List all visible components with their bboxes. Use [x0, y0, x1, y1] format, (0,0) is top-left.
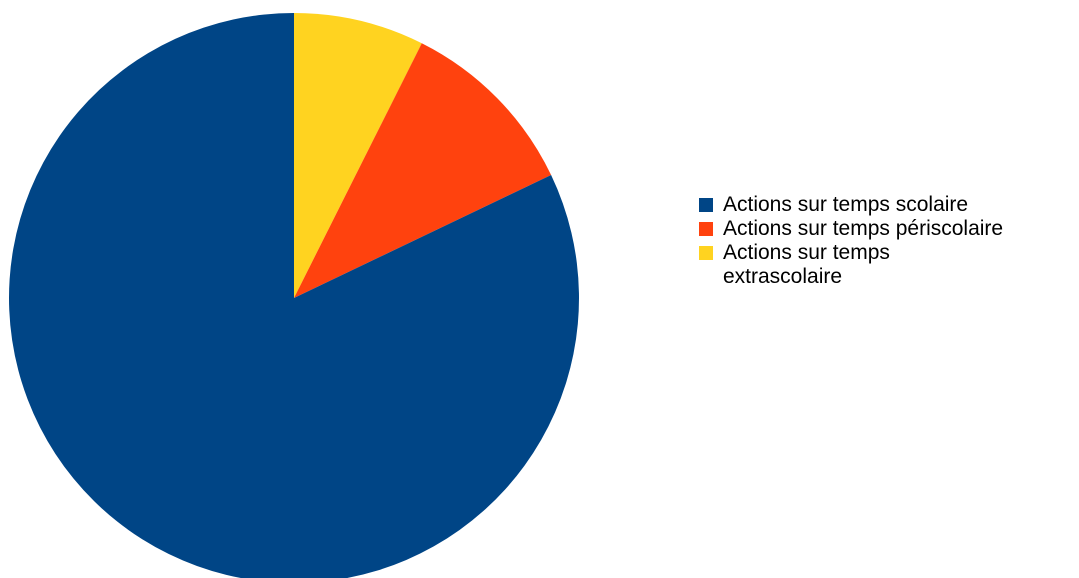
chart-legend: Actions sur temps scolaire Actions sur t…: [699, 193, 1069, 289]
legend-label-periscolaire: Actions sur temps périscolaire: [723, 217, 1004, 240]
pie-slice-actions-sur-temps-scolaire: [9, 13, 579, 578]
legend-item-scolaire: Actions sur temps scolaire: [699, 193, 1069, 217]
legend-item-extrascolaire: Actions sur temps extrascolaire: [699, 241, 1069, 289]
pie-slice-actions-sur-temps-periscolaire: [294, 43, 552, 299]
pie-slices: [9, 13, 579, 578]
legend-label-scolaire: Actions sur temps scolaire: [723, 193, 969, 216]
legend-swatch-scolaire: [699, 198, 713, 212]
legend-label-extrascolaire: Actions sur temps extrascolaire: [723, 241, 890, 288]
legend-swatch-extrascolaire: [699, 246, 713, 260]
pie-slice-actions-sur-temps-extrascolaire: [294, 13, 422, 298]
legend-swatch-periscolaire: [699, 222, 713, 236]
legend-item-periscolaire: Actions sur temps périscolaire: [699, 217, 1069, 241]
